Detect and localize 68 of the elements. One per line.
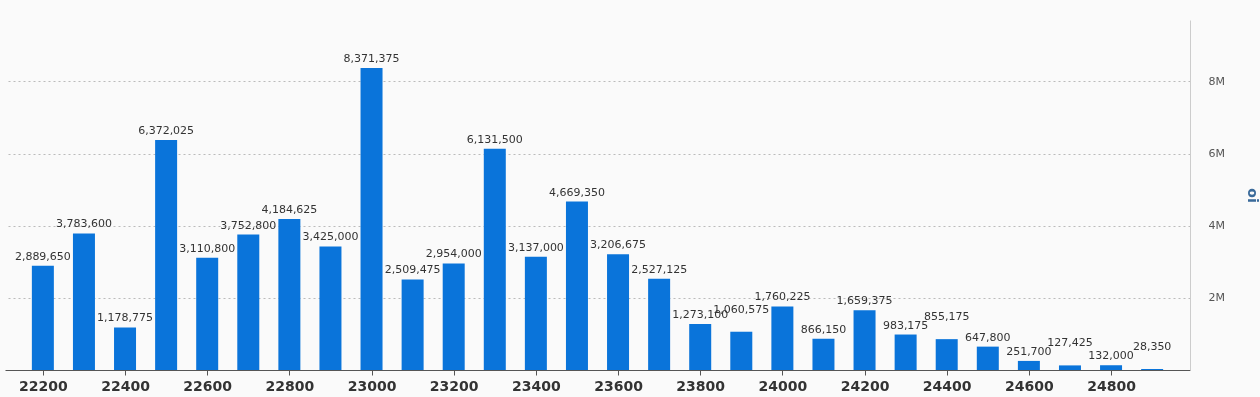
data-label: 2,527,125 bbox=[631, 262, 688, 276]
bar bbox=[607, 254, 630, 370]
data-label: 3,206,675 bbox=[590, 238, 647, 252]
data-label: 28,350 bbox=[1132, 339, 1172, 353]
bar bbox=[360, 67, 383, 370]
x-tick-label: 24400 bbox=[922, 377, 972, 394]
bar bbox=[72, 233, 95, 370]
y-tick-label: 6M bbox=[1208, 147, 1225, 161]
bar bbox=[853, 310, 876, 370]
x-tick-label: 24200 bbox=[840, 377, 890, 394]
data-label: 1,659,375 bbox=[836, 294, 893, 308]
y-tick-label: 2M bbox=[1208, 291, 1225, 305]
bar bbox=[730, 331, 753, 370]
bar bbox=[689, 324, 712, 370]
x-tick-label: 24000 bbox=[758, 377, 808, 394]
bar bbox=[1017, 360, 1040, 370]
data-label: 4,669,350 bbox=[548, 185, 605, 199]
y-tick-label: 4M bbox=[1208, 219, 1225, 233]
bar bbox=[935, 339, 958, 370]
bar bbox=[155, 140, 178, 370]
bar bbox=[401, 279, 424, 370]
data-label: 1,178,775 bbox=[97, 311, 154, 325]
data-label: 866,150 bbox=[800, 322, 847, 336]
x-tick-label: 22400 bbox=[101, 377, 151, 394]
bar bbox=[976, 346, 999, 370]
data-label: 3,752,800 bbox=[220, 218, 277, 232]
data-label: 3,110,800 bbox=[179, 241, 236, 255]
x-tick-label: 23400 bbox=[512, 377, 561, 394]
y-axis-title: oi bbox=[1244, 188, 1260, 203]
x-tick-label: 22600 bbox=[183, 377, 233, 394]
x-tick-label: 23000 bbox=[347, 377, 397, 394]
data-label: 1,760,225 bbox=[754, 290, 811, 304]
bar bbox=[648, 278, 671, 370]
bar bbox=[812, 338, 835, 370]
x-tick-label: 22800 bbox=[265, 377, 315, 394]
data-label: 132,000 bbox=[1088, 349, 1134, 363]
data-label: 6,131,500 bbox=[466, 132, 523, 146]
bar bbox=[1058, 365, 1081, 370]
data-label: 2,954,000 bbox=[425, 247, 482, 261]
x-tick-label: 23800 bbox=[676, 377, 726, 394]
x-tick-label: 24600 bbox=[1005, 377, 1054, 394]
data-label: 3,137,000 bbox=[507, 240, 564, 254]
bar bbox=[31, 265, 54, 370]
bar bbox=[894, 334, 917, 370]
bar bbox=[1100, 365, 1123, 370]
data-label: 8,371,375 bbox=[343, 51, 400, 65]
y-tick-label: 8M bbox=[1208, 74, 1225, 88]
data-label: 2,889,650 bbox=[14, 249, 71, 263]
data-label: 6,372,025 bbox=[138, 124, 195, 138]
data-label: 647,800 bbox=[965, 330, 1011, 344]
bar bbox=[524, 256, 547, 370]
bar bbox=[114, 327, 137, 370]
bar bbox=[565, 201, 588, 370]
x-tick-label: 24800 bbox=[1087, 377, 1137, 394]
bar bbox=[319, 246, 342, 370]
x-tick-label: 23600 bbox=[594, 377, 644, 394]
bar bbox=[442, 263, 465, 370]
bar bbox=[278, 219, 301, 370]
bar bbox=[196, 257, 219, 370]
data-label: 3,783,600 bbox=[55, 217, 112, 231]
bar bbox=[771, 306, 794, 370]
data-label: 4,184,625 bbox=[261, 203, 318, 217]
data-label: 3,425,000 bbox=[302, 230, 359, 244]
bar bbox=[483, 148, 506, 370]
data-label: 2,509,475 bbox=[384, 263, 441, 277]
x-tick-label: 23200 bbox=[429, 377, 479, 394]
x-tick-label: 22200 bbox=[19, 377, 68, 394]
bar bbox=[237, 234, 260, 370]
